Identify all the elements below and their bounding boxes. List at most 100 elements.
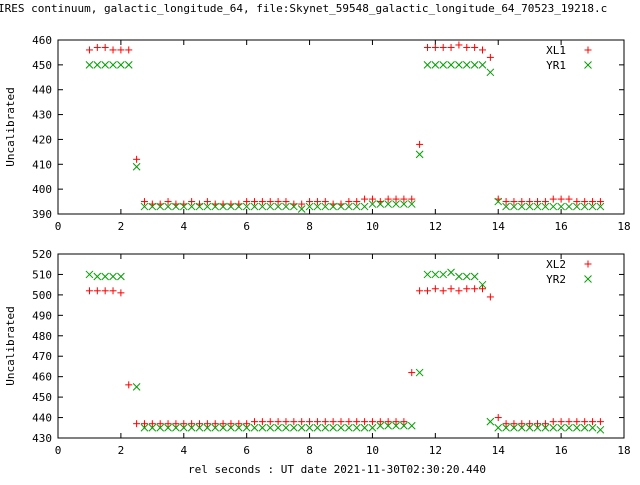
data-point xyxy=(455,287,463,295)
data-point xyxy=(242,202,251,211)
data-point xyxy=(510,420,518,428)
data-point xyxy=(439,270,448,279)
data-point xyxy=(526,420,534,428)
data-point xyxy=(85,46,93,54)
data-point xyxy=(549,195,557,203)
data-point xyxy=(533,423,542,432)
data-point xyxy=(534,420,542,428)
data-point xyxy=(250,423,259,432)
data-point xyxy=(580,202,589,211)
data-point xyxy=(156,420,164,428)
data-point xyxy=(368,200,377,208)
data-point xyxy=(203,423,212,432)
data-point xyxy=(416,140,424,148)
data-point xyxy=(502,420,510,428)
data-point xyxy=(251,198,259,206)
data-point xyxy=(164,202,172,211)
data-point xyxy=(581,418,589,426)
data-point xyxy=(289,423,298,432)
legend-label: XL2 xyxy=(546,258,566,271)
data-point xyxy=(423,287,431,295)
data-point xyxy=(345,202,353,211)
data-point xyxy=(494,197,503,206)
data-point xyxy=(219,202,227,211)
series-YR1 xyxy=(85,61,605,213)
data-point xyxy=(250,202,259,211)
data-point xyxy=(533,202,542,211)
data-point xyxy=(180,420,188,428)
x-tick-label: 10 xyxy=(366,220,379,233)
data-point xyxy=(274,418,282,426)
data-point xyxy=(345,418,353,426)
data-point xyxy=(297,423,306,432)
data-point xyxy=(227,420,235,428)
y-tick-label: 480 xyxy=(32,330,52,343)
data-point xyxy=(486,293,494,301)
data-point xyxy=(282,418,290,426)
data-point xyxy=(313,418,321,426)
x-tick-label: 14 xyxy=(492,220,506,233)
data-point xyxy=(541,198,549,206)
y-tick-label: 440 xyxy=(32,412,52,425)
data-point xyxy=(227,423,235,432)
data-point xyxy=(93,43,101,51)
data-point xyxy=(140,423,149,432)
data-point xyxy=(266,202,275,211)
data-point xyxy=(416,287,424,295)
data-point xyxy=(188,420,196,428)
y-tick-label: 470 xyxy=(32,350,52,363)
data-point xyxy=(124,61,133,69)
data-point xyxy=(196,420,203,428)
data-point xyxy=(203,420,211,428)
data-point xyxy=(125,381,133,389)
data-point xyxy=(298,418,306,426)
data-point xyxy=(140,198,148,206)
data-point xyxy=(101,61,110,69)
data-point xyxy=(266,423,275,432)
data-point xyxy=(541,420,549,428)
data-point xyxy=(148,202,157,211)
data-point xyxy=(423,43,431,51)
data-point xyxy=(172,420,180,428)
data-point xyxy=(258,198,266,206)
data-point xyxy=(517,202,526,211)
data-point xyxy=(463,43,471,51)
data-point xyxy=(156,423,165,432)
data-point xyxy=(164,198,172,206)
x-tick-label: 18 xyxy=(617,220,630,233)
data-point xyxy=(408,195,416,203)
data-point xyxy=(353,198,361,206)
data-point xyxy=(557,202,565,211)
data-point xyxy=(352,423,361,432)
data-point xyxy=(101,43,109,51)
data-point xyxy=(289,202,298,211)
data-point xyxy=(478,61,487,69)
data-point xyxy=(423,61,432,69)
data-point xyxy=(392,200,400,208)
data-point xyxy=(125,46,133,54)
y-tick-label: 460 xyxy=(32,34,52,47)
data-point xyxy=(588,423,597,432)
data-point xyxy=(565,423,573,432)
x-tick-label: 4 xyxy=(180,444,187,457)
y-tick-label: 430 xyxy=(32,109,52,122)
data-point xyxy=(525,202,534,211)
data-point xyxy=(313,423,322,432)
data-point xyxy=(572,202,581,211)
data-point xyxy=(282,198,290,206)
data-point xyxy=(172,423,180,432)
data-point xyxy=(243,420,251,428)
data-point xyxy=(93,61,102,69)
data-point xyxy=(172,202,180,211)
data-point xyxy=(345,423,353,432)
data-point xyxy=(203,198,211,206)
data-point xyxy=(243,198,251,206)
data-point xyxy=(164,420,172,428)
legend-label: XL1 xyxy=(546,44,566,57)
data-point xyxy=(455,61,463,69)
data-point xyxy=(407,421,416,430)
data-point xyxy=(486,53,494,61)
y-tick-label: 520 xyxy=(32,248,52,261)
data-point xyxy=(329,202,337,211)
x-tick-label: 0 xyxy=(55,220,62,233)
